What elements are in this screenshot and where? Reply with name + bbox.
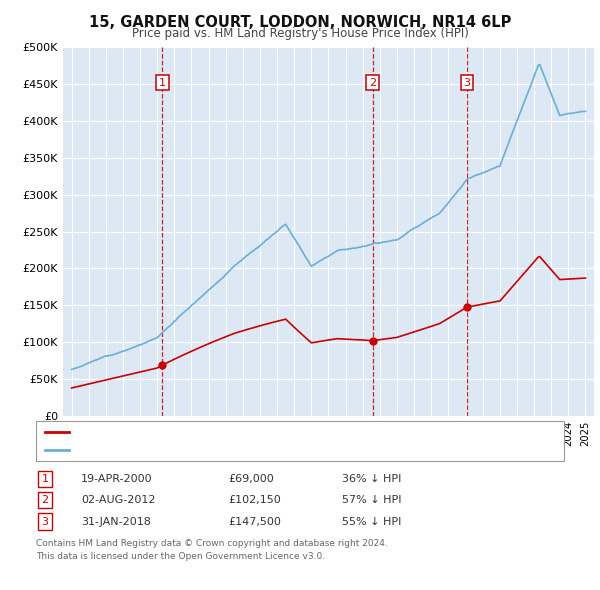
Text: 36% ↓ HPI: 36% ↓ HPI [342, 474, 401, 484]
Text: Price paid vs. HM Land Registry's House Price Index (HPI): Price paid vs. HM Land Registry's House … [131, 27, 469, 40]
Text: £147,500: £147,500 [228, 517, 281, 526]
Text: £102,150: £102,150 [228, 496, 281, 505]
Text: 1: 1 [41, 474, 49, 484]
Text: 02-AUG-2012: 02-AUG-2012 [81, 496, 155, 505]
Text: HPI: Average price, detached house, South Norfolk: HPI: Average price, detached house, Sout… [75, 445, 339, 455]
Text: 15, GARDEN COURT, LODDON, NORWICH, NR14 6LP (detached house): 15, GARDEN COURT, LODDON, NORWICH, NR14 … [75, 428, 440, 438]
Text: 1: 1 [159, 78, 166, 87]
Text: 15, GARDEN COURT, LODDON, NORWICH, NR14 6LP: 15, GARDEN COURT, LODDON, NORWICH, NR14 … [89, 15, 511, 30]
Text: 2: 2 [369, 78, 376, 87]
Text: 19-APR-2000: 19-APR-2000 [81, 474, 152, 484]
Text: 55% ↓ HPI: 55% ↓ HPI [342, 517, 401, 526]
Text: 3: 3 [41, 517, 49, 526]
Text: 57% ↓ HPI: 57% ↓ HPI [342, 496, 401, 505]
Text: £69,000: £69,000 [228, 474, 274, 484]
Text: 31-JAN-2018: 31-JAN-2018 [81, 517, 151, 526]
Text: Contains HM Land Registry data © Crown copyright and database right 2024.: Contains HM Land Registry data © Crown c… [36, 539, 388, 549]
Text: 3: 3 [463, 78, 470, 87]
Text: 2: 2 [41, 496, 49, 505]
Text: This data is licensed under the Open Government Licence v3.0.: This data is licensed under the Open Gov… [36, 552, 325, 562]
